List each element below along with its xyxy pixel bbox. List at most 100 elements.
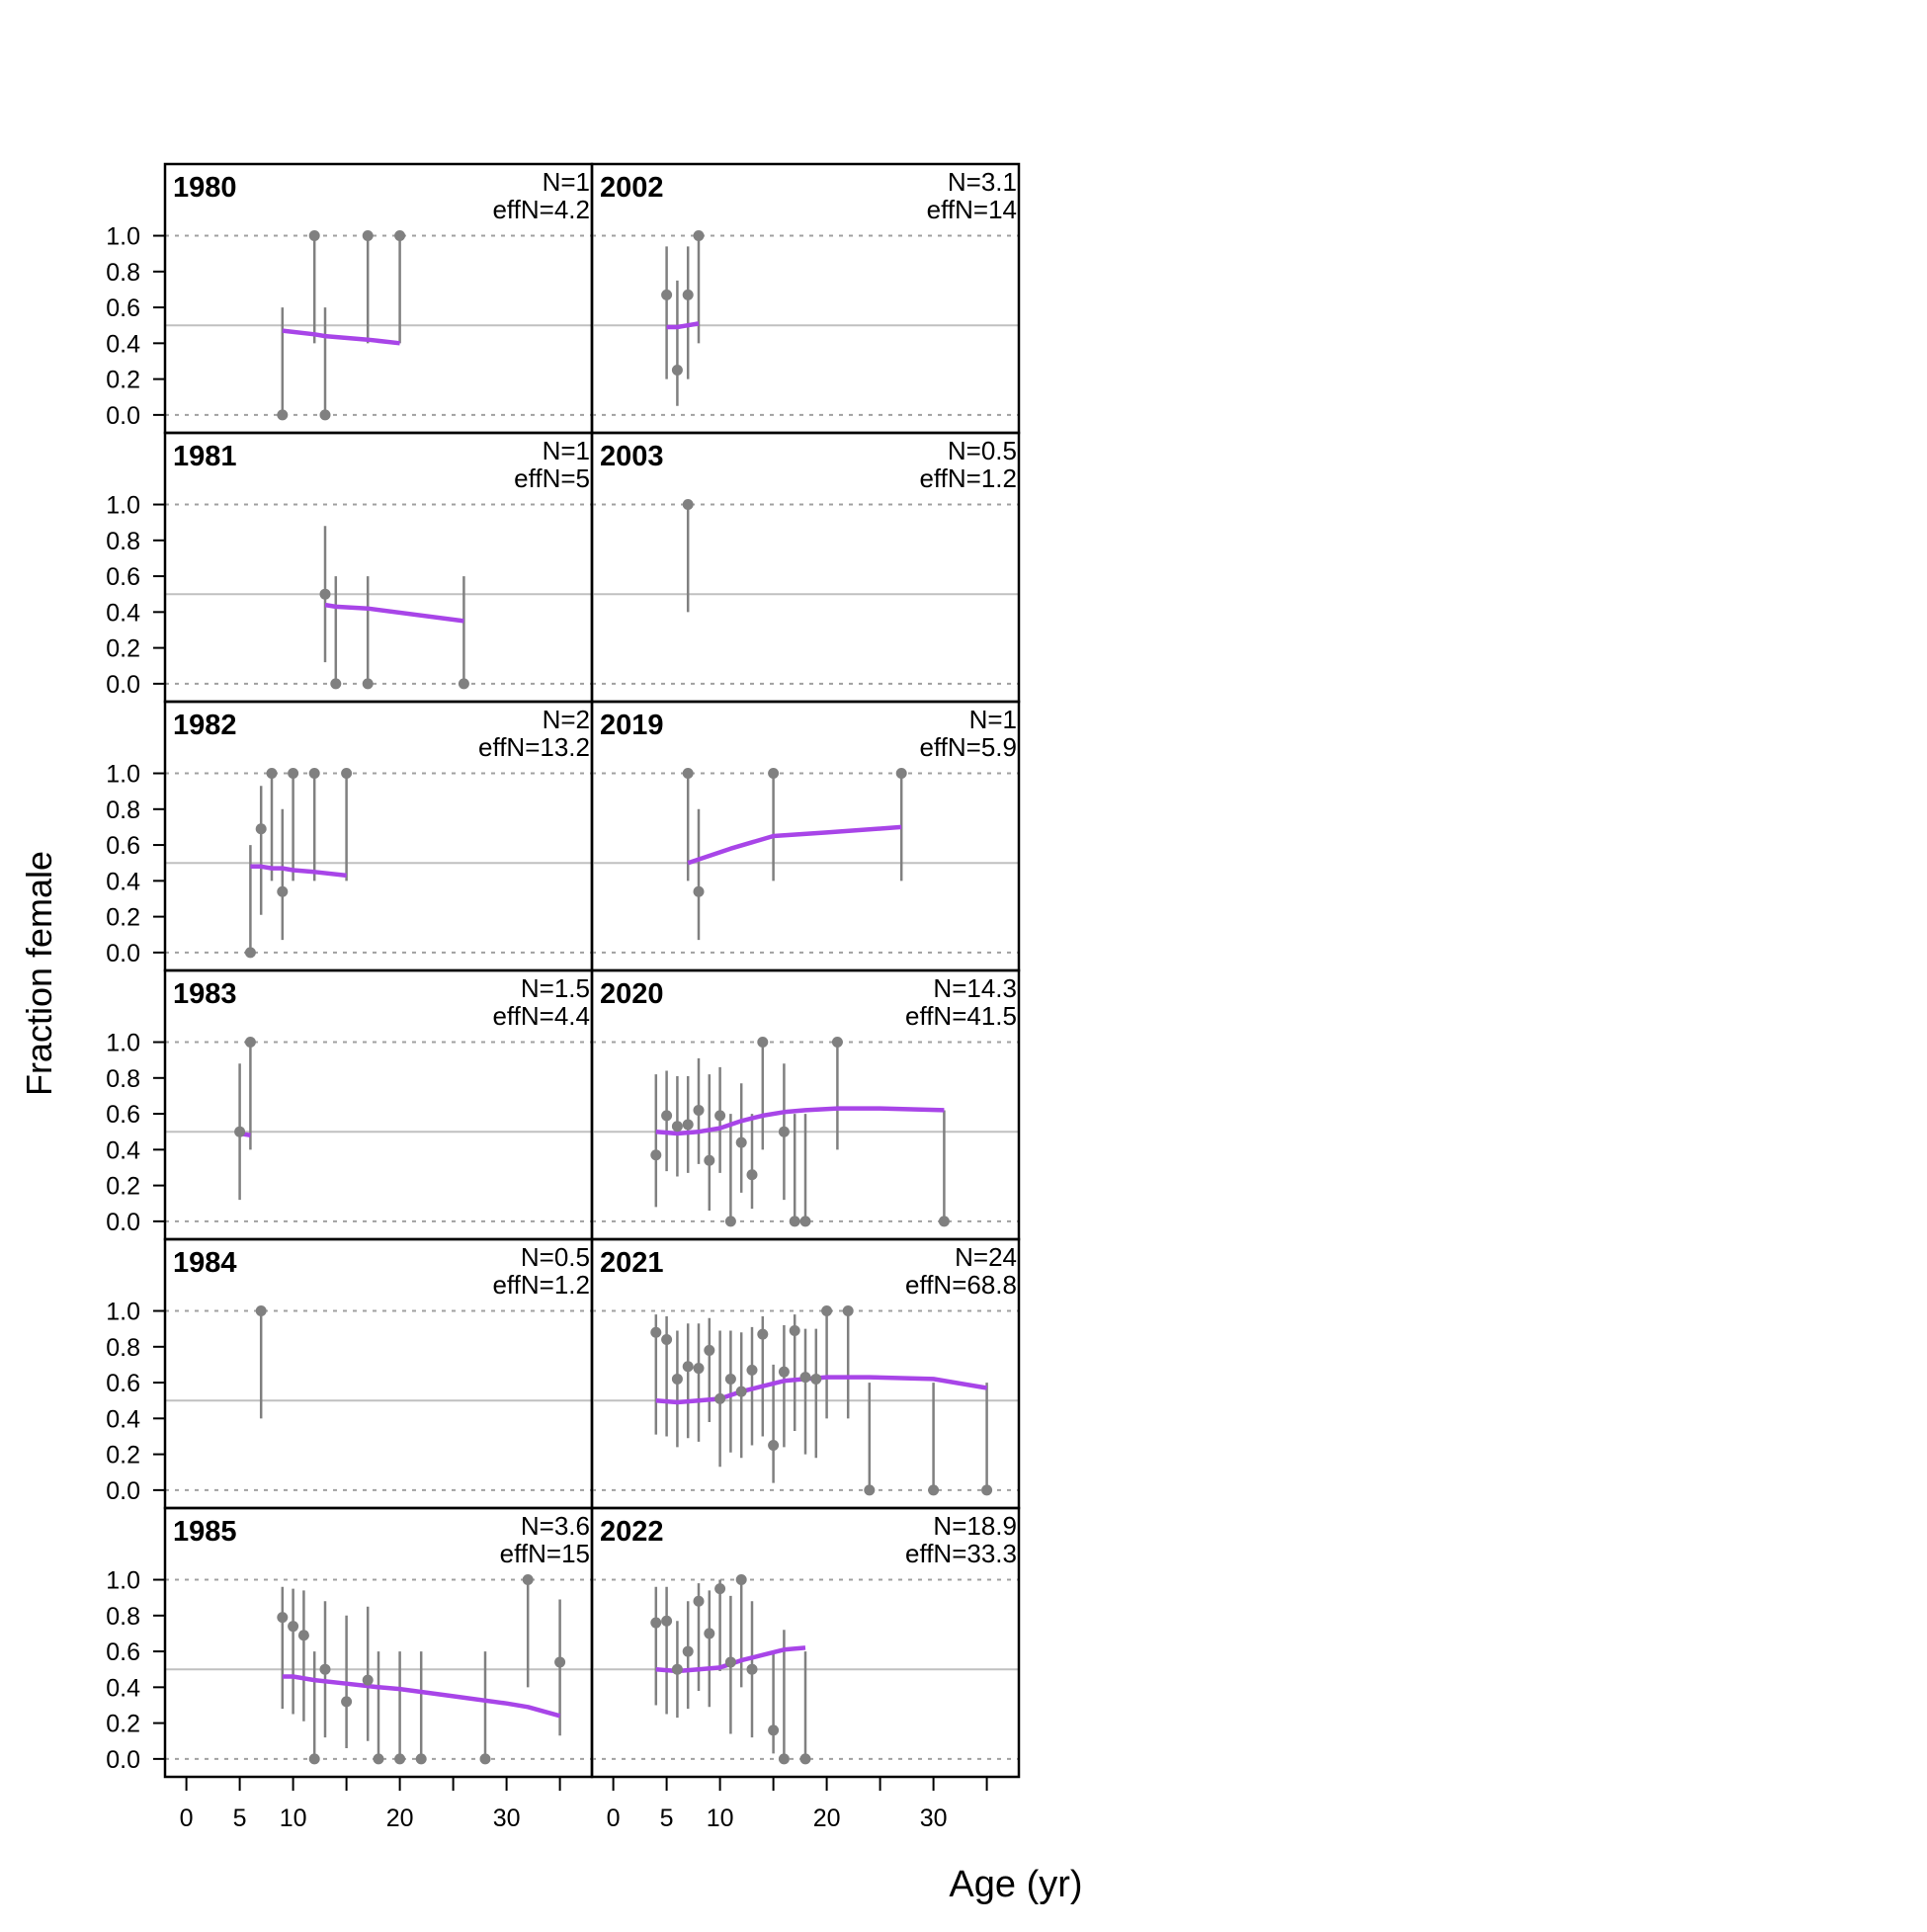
observed-point: [308, 230, 320, 242]
observed-point: [394, 230, 406, 242]
panel-year-label: 2022: [600, 1516, 664, 1548]
observed-point: [682, 768, 694, 780]
observed-point: [714, 1583, 726, 1595]
x-tick-label: 0: [607, 1805, 621, 1832]
y-tick-label: 0.8: [106, 259, 140, 287]
observed-point: [714, 1110, 726, 1122]
y-tick-label: 0.4: [106, 1674, 140, 1702]
x-tick-label: 30: [920, 1805, 948, 1832]
panel-year-label: 2002: [600, 172, 664, 204]
observed-point: [394, 1753, 406, 1765]
panel-year-label: 2019: [600, 710, 664, 741]
expected-line: [282, 328, 400, 346]
y-tick-label: 1.0: [106, 1299, 140, 1326]
observed-point: [724, 1373, 736, 1385]
panel-n-label: N=3.1: [948, 167, 1017, 197]
observed-point: [746, 1364, 758, 1376]
observed-point: [799, 1372, 811, 1384]
y-tick-label: 0.6: [106, 832, 140, 860]
panel-effn-label: effN=1.2: [919, 463, 1017, 493]
observed-point: [724, 1656, 736, 1668]
y-tick-label: 0.4: [106, 330, 140, 358]
observed-point: [821, 1305, 833, 1317]
observed-point: [789, 1324, 800, 1336]
observed-point: [735, 1574, 747, 1586]
y-tick-label: 1.0: [106, 761, 140, 789]
panel-effn-label: effN=14: [927, 195, 1017, 224]
observed-point: [938, 1216, 950, 1227]
panel-n-label: N=0.5: [948, 436, 1017, 465]
observed-point: [768, 768, 780, 780]
y-tick-label: 0.6: [106, 294, 140, 322]
observed-point: [746, 1169, 758, 1181]
observed-point: [693, 230, 705, 242]
observed-point: [735, 1136, 747, 1148]
y-tick-label: 0.4: [106, 1405, 140, 1433]
observed-point: [693, 1595, 705, 1607]
observed-point: [522, 1574, 534, 1586]
expected-line: [655, 1106, 945, 1136]
observed-point: [778, 1366, 790, 1378]
panel-year-label: 1982: [173, 710, 237, 741]
y-tick-label: 0.2: [106, 904, 140, 932]
panel-n-label: N=18.9: [933, 1511, 1017, 1541]
x-tick-label: 20: [813, 1805, 841, 1832]
panel-n-label: N=1: [543, 167, 590, 197]
panel-effn-label: effN=1.2: [492, 1270, 590, 1300]
y-tick-label: 0.2: [106, 1442, 140, 1470]
y-tick-label: 0.8: [106, 528, 140, 555]
observed-point: [810, 1373, 822, 1385]
axes-layer: 0 5 10 20 30 0 5 10 20 30: [180, 1777, 988, 1832]
observed-point: [682, 499, 694, 511]
y-tick-label: 0.8: [106, 1334, 140, 1362]
x-tick-label: 10: [707, 1805, 734, 1832]
panel-effn-label: effN=33.3: [905, 1539, 1017, 1568]
panel-year-label: 1983: [173, 978, 237, 1010]
observed-point: [757, 1328, 769, 1340]
observed-point: [778, 1753, 790, 1765]
observed-point: [789, 1216, 800, 1227]
panel-n-label: N=0.5: [521, 1242, 590, 1272]
observed-point: [319, 409, 331, 421]
x-tick-label: 30: [493, 1805, 521, 1832]
observed-point: [704, 1154, 715, 1166]
panel-year-label: 2020: [600, 978, 664, 1010]
expected-line: [250, 864, 347, 879]
observed-point: [746, 1663, 758, 1675]
x-tick-label: 5: [233, 1805, 247, 1832]
y-tick-label: 0.6: [106, 1370, 140, 1397]
panel-effn-label: effN=41.5: [905, 1001, 1017, 1031]
expected-line: [666, 321, 700, 330]
expected-line: [324, 602, 464, 624]
observed-point: [277, 409, 289, 421]
panel-year-label: 1981: [173, 441, 237, 472]
observed-point: [373, 1753, 384, 1765]
observed-point: [234, 1126, 246, 1137]
panel-effn-label: effN=5.9: [919, 732, 1017, 762]
observed-point: [244, 947, 256, 959]
x-tick-label: 20: [386, 1805, 414, 1832]
observed-point: [981, 1484, 993, 1496]
observed-point: [682, 289, 694, 300]
expected-line: [282, 1674, 561, 1719]
observed-point: [671, 365, 683, 377]
observed-point: [341, 1696, 353, 1708]
observed-point: [661, 1110, 673, 1122]
panel-year-label: 2021: [600, 1247, 664, 1279]
y-tick-label: 0.0: [106, 402, 140, 430]
observed-point: [671, 1663, 683, 1675]
y-tick-label: 1.0: [106, 492, 140, 520]
y-tick-label: 0.0: [106, 1746, 140, 1774]
observed-point: [682, 1119, 694, 1131]
x-tick-label: 5: [660, 1805, 674, 1832]
observed-point: [362, 678, 374, 690]
observed-point: [735, 1386, 747, 1397]
y-tick-label: 0.4: [106, 1136, 140, 1164]
